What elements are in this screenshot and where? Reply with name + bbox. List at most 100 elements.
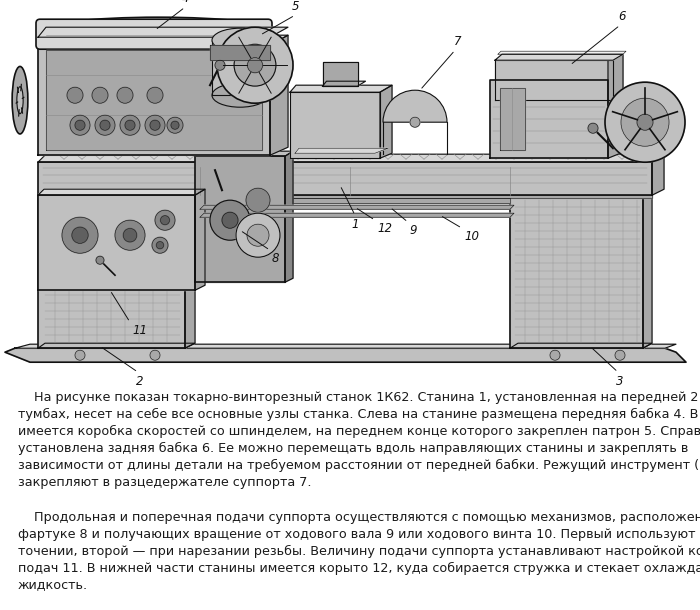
Polygon shape bbox=[608, 54, 623, 158]
Circle shape bbox=[234, 45, 276, 86]
Polygon shape bbox=[38, 195, 195, 290]
Polygon shape bbox=[200, 214, 514, 217]
Circle shape bbox=[152, 237, 168, 253]
Circle shape bbox=[247, 224, 269, 246]
Ellipse shape bbox=[38, 17, 278, 45]
Circle shape bbox=[222, 212, 238, 228]
Circle shape bbox=[96, 256, 104, 264]
Polygon shape bbox=[498, 51, 626, 54]
Text: подач 11. В нижней части станины имеется корыто 12, куда собирается стружка и ст: подач 11. В нижней части станины имеется… bbox=[18, 561, 700, 575]
Text: 10: 10 bbox=[464, 230, 479, 243]
Circle shape bbox=[115, 220, 145, 250]
Circle shape bbox=[246, 230, 270, 254]
Polygon shape bbox=[323, 62, 358, 86]
Polygon shape bbox=[195, 189, 205, 290]
Circle shape bbox=[550, 350, 560, 360]
Text: 2: 2 bbox=[136, 375, 144, 388]
Circle shape bbox=[92, 87, 108, 103]
Polygon shape bbox=[510, 195, 643, 348]
Text: 4: 4 bbox=[182, 0, 190, 5]
Polygon shape bbox=[38, 27, 288, 37]
Circle shape bbox=[95, 115, 115, 135]
Polygon shape bbox=[652, 154, 664, 195]
Text: 5: 5 bbox=[293, 0, 300, 13]
Text: тумбах, несет на себе все основные узлы станка. Слева на станине размещена перед: тумбах, несет на себе все основные узлы … bbox=[18, 408, 700, 421]
Polygon shape bbox=[380, 85, 392, 158]
Circle shape bbox=[247, 57, 262, 73]
Circle shape bbox=[120, 115, 140, 135]
Circle shape bbox=[156, 242, 164, 249]
Ellipse shape bbox=[212, 28, 268, 52]
Circle shape bbox=[171, 121, 179, 129]
Text: 11: 11 bbox=[132, 324, 147, 337]
Ellipse shape bbox=[12, 66, 28, 134]
Text: 3: 3 bbox=[616, 375, 624, 388]
Polygon shape bbox=[490, 80, 608, 158]
Circle shape bbox=[160, 216, 169, 224]
Polygon shape bbox=[290, 92, 380, 158]
Circle shape bbox=[150, 120, 160, 130]
Polygon shape bbox=[5, 348, 686, 362]
Wedge shape bbox=[383, 90, 447, 122]
Circle shape bbox=[605, 82, 685, 162]
Polygon shape bbox=[15, 344, 676, 348]
Circle shape bbox=[236, 214, 280, 257]
Polygon shape bbox=[295, 148, 388, 153]
Ellipse shape bbox=[17, 87, 23, 113]
Polygon shape bbox=[285, 151, 293, 282]
Polygon shape bbox=[212, 40, 268, 95]
Text: 12: 12 bbox=[377, 222, 392, 235]
Circle shape bbox=[167, 117, 183, 133]
Text: На рисунке показан токарно-винторезный станок 1К62. Станина 1, установленная на : На рисунке показан токарно-винторезный с… bbox=[18, 391, 700, 404]
Circle shape bbox=[117, 87, 133, 103]
FancyBboxPatch shape bbox=[36, 19, 272, 49]
Circle shape bbox=[150, 350, 160, 360]
Polygon shape bbox=[38, 154, 664, 162]
Circle shape bbox=[155, 210, 175, 230]
Polygon shape bbox=[38, 45, 270, 155]
Text: установлена задняя бабка 6. Ее можно перемещать вдоль направляющих станины и зак: установлена задняя бабка 6. Ее можно пер… bbox=[18, 442, 688, 455]
Circle shape bbox=[588, 123, 598, 133]
Polygon shape bbox=[495, 54, 623, 60]
Circle shape bbox=[215, 60, 225, 70]
Circle shape bbox=[70, 115, 90, 135]
Polygon shape bbox=[38, 162, 652, 195]
Circle shape bbox=[62, 217, 98, 253]
Polygon shape bbox=[643, 190, 652, 348]
Polygon shape bbox=[200, 198, 510, 203]
Circle shape bbox=[637, 114, 653, 130]
Text: точении, второй — при нарезании резьбы. Величину подачи суппорта устанавливают н: точении, второй — при нарезании резьбы. … bbox=[18, 545, 700, 558]
Circle shape bbox=[75, 350, 85, 360]
Circle shape bbox=[72, 227, 88, 243]
Text: 1: 1 bbox=[351, 218, 358, 231]
Text: фартуке 8 и получающих вращение от ходового вала 9 или ходового винта 10. Первый: фартуке 8 и получающих вращение от ходов… bbox=[18, 528, 700, 540]
Circle shape bbox=[125, 120, 135, 130]
Polygon shape bbox=[210, 45, 270, 60]
Polygon shape bbox=[46, 50, 262, 150]
Text: зависимости от длины детали на требуемом расстоянии от передней бабки. Режущий и: зависимости от длины детали на требуемом… bbox=[18, 459, 700, 472]
Polygon shape bbox=[38, 35, 288, 45]
Polygon shape bbox=[510, 343, 652, 348]
Text: закрепляют в разцедержателе суппорта 7.: закрепляют в разцедержателе суппорта 7. bbox=[18, 476, 311, 489]
Circle shape bbox=[147, 87, 163, 103]
Circle shape bbox=[75, 120, 85, 130]
Polygon shape bbox=[495, 60, 613, 100]
Polygon shape bbox=[323, 81, 365, 86]
Polygon shape bbox=[185, 190, 195, 348]
Circle shape bbox=[621, 98, 669, 146]
Circle shape bbox=[246, 188, 270, 212]
Polygon shape bbox=[195, 151, 293, 156]
Circle shape bbox=[217, 27, 293, 103]
Text: 8: 8 bbox=[272, 252, 279, 265]
Text: 9: 9 bbox=[409, 224, 416, 237]
Circle shape bbox=[67, 87, 83, 103]
Polygon shape bbox=[38, 195, 652, 198]
Circle shape bbox=[145, 115, 165, 135]
Text: 7: 7 bbox=[454, 35, 462, 48]
Text: 6: 6 bbox=[618, 10, 626, 23]
Ellipse shape bbox=[212, 83, 268, 107]
Circle shape bbox=[615, 350, 625, 360]
Polygon shape bbox=[290, 85, 392, 92]
Text: имеется коробка скоростей со шпинделем, на переднем конце которого закреплен пат: имеется коробка скоростей со шпинделем, … bbox=[18, 425, 700, 438]
Circle shape bbox=[210, 200, 250, 240]
